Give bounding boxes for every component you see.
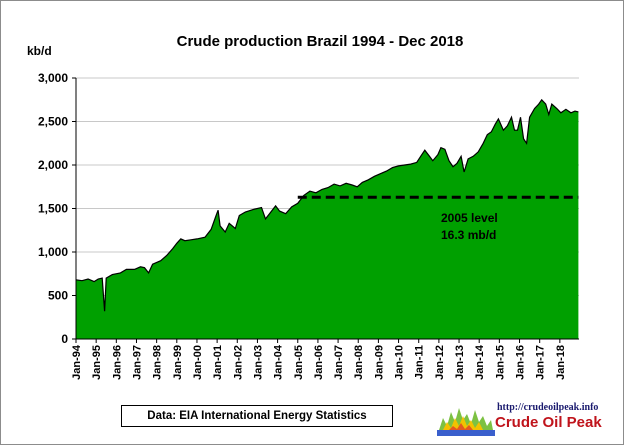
x-tick-label: Jan-12 xyxy=(434,345,446,380)
x-tick-label: Jan-03 xyxy=(252,345,264,380)
x-tick-labels: Jan-94 Jan-95 Jan-96 Jan-97 Jan-98 Jan-99 Jan-… xyxy=(71,344,567,380)
x-tick-label: Jan-94 xyxy=(71,344,83,380)
x-tick-label: Jan-97 xyxy=(131,345,143,380)
x-tick-label: Jan-07 xyxy=(333,345,345,380)
x-tick-label: Jan-15 xyxy=(494,345,506,380)
x-tick-label: Jan-13 xyxy=(454,345,466,380)
x-tick-label: Jan-11 xyxy=(414,345,426,379)
production-area xyxy=(76,99,579,339)
x-tick-label: Jan-17 xyxy=(535,345,547,380)
x-tick-label: Jan-02 xyxy=(232,345,244,380)
x-tick-label: Jan-14 xyxy=(474,344,486,380)
x-tick-label: Jan-06 xyxy=(313,345,325,380)
x-tick-label: Jan-95 xyxy=(91,345,103,380)
y-tick-label: 0 xyxy=(61,332,68,346)
x-tick-label: Jan-04 xyxy=(273,344,285,380)
x-tick-label: Jan-08 xyxy=(353,345,365,380)
annotation-2005-level: 2005 level xyxy=(441,211,498,225)
x-tick-label: Jan-00 xyxy=(192,345,204,380)
x-tick-label: Jan-18 xyxy=(555,345,567,380)
y-tick-label: 1,000 xyxy=(38,245,68,259)
annotation-16-3-mbd: 16.3 mb/d xyxy=(441,228,496,242)
x-tick-label: Jan-98 xyxy=(152,345,164,380)
y-tick-label: 500 xyxy=(48,289,68,303)
y-tick-label: 1,500 xyxy=(38,202,68,216)
y-tick-label: 2,000 xyxy=(38,158,68,172)
source-note: Data: EIA International Energy Statistic… xyxy=(121,405,393,427)
x-tick-label: Jan-16 xyxy=(515,345,527,380)
y-tick-labels: 0 500 1,000 1,500 2,000 2,500 3,000 xyxy=(38,71,68,346)
chart-title: Crude production Brazil 1994 - Dec 2018 xyxy=(177,33,464,50)
logo-url: http://crudeoilpeak.info xyxy=(497,402,599,413)
logo-name: Crude Oil Peak xyxy=(495,414,602,431)
crude-oil-peak-logo: http://crudeoilpeak.info Crude Oil Peak xyxy=(437,402,617,440)
x-tick-label: Jan-99 xyxy=(172,345,184,380)
plot-area xyxy=(75,98,579,339)
x-tick-label: Jan-96 xyxy=(111,345,123,380)
x-tick-label: Jan-09 xyxy=(373,345,385,380)
y-tick-label: 2,500 xyxy=(38,115,68,129)
y-tick-label: 3,000 xyxy=(38,71,68,85)
logo-graphic-icon xyxy=(437,408,495,436)
x-tick-label: Jan-05 xyxy=(293,345,305,380)
production-line xyxy=(75,98,579,312)
x-tick-label: Jan-10 xyxy=(394,345,406,380)
axes xyxy=(72,77,579,343)
x-tick-label: Jan-01 xyxy=(212,345,224,380)
y-axis-unit: kb/d xyxy=(27,44,52,58)
